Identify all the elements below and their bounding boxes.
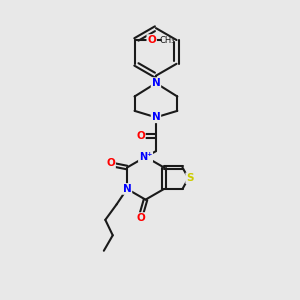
Text: CH₃: CH₃: [159, 35, 175, 44]
Text: O: O: [136, 131, 145, 141]
Text: O: O: [106, 158, 115, 168]
Text: O: O: [137, 213, 146, 223]
Text: S: S: [186, 173, 194, 183]
Text: N: N: [152, 112, 160, 122]
Text: N⁺: N⁺: [139, 152, 152, 162]
Text: N: N: [123, 184, 131, 194]
Text: N: N: [152, 78, 160, 88]
Text: O: O: [147, 35, 156, 45]
